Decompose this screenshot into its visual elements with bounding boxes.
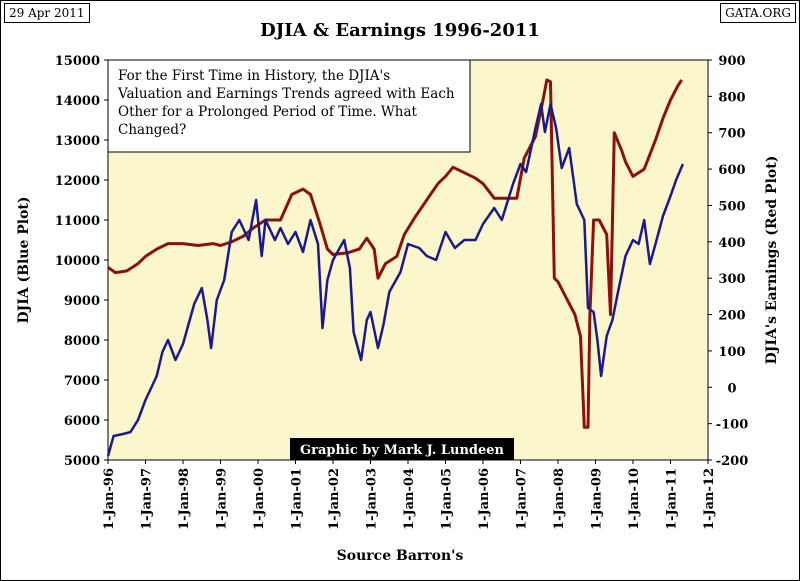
y-right-tick-label: 600 [718,163,745,178]
y-left-tick-label: 9000 [64,294,100,309]
x-tick-label: 1-Jan-09 [590,468,605,530]
y-axis-left-label: DJIA (Blue Plot) [16,196,32,323]
y-right-tick-label: 0 [727,381,736,396]
x-tick-label: 1-Jan-11 [665,468,680,530]
y-left-tick-label: 6000 [64,414,100,429]
axis-ticks: 5000600070008000900010000110001200013000… [55,54,749,530]
annotation-line: Valuation and Earnings Trends agreed wit… [117,86,455,102]
djia-series [106,102,685,457]
y-left-tick-label: 10000 [55,254,100,269]
y-left-tick-label: 8000 [64,334,100,349]
x-tick-label: 1-Jan-05 [440,468,455,530]
x-tick-label: 1-Jan-96 [102,468,117,530]
x-tick-label: 1-Jan-97 [140,468,155,530]
x-tick-label: 1-Jan-02 [327,468,342,530]
y-left-tick-label: 11000 [55,214,100,229]
x-tick-label: 1-Jan-06 [477,468,492,530]
annotation-box [107,59,471,153]
annotation-line: For the First Time in History, the DJIA'… [118,68,390,84]
source-tag: GATA.ORG [720,3,796,23]
y-axis-right-label: DJIA's Earnings (Red Plot) [764,156,780,365]
y-right-tick-label: 900 [718,54,745,69]
x-tick-label: 1-Jan-04 [402,468,417,530]
y-right-tick-label: -100 [716,418,749,433]
x-tick-label: 1-Jan-98 [177,468,192,530]
chart-title: DJIA & Earnings 1996-2011 [260,20,540,41]
x-tick-label: 1-Jan-12 [702,468,717,530]
djia-line [106,102,685,457]
credit-text: Graphic by Mark J. Lundeen [300,443,505,458]
annotation-line: Changed? [118,122,186,138]
y-right-tick-label: 100 [718,345,745,360]
earnings-line [107,78,683,429]
y-left-tick-label: 5000 [64,454,100,469]
y-right-tick-label: 400 [718,236,745,251]
x-tick-label: 1-Jan-00 [252,468,267,530]
y-left-tick-label: 15000 [55,54,100,69]
y-right-tick-label: 200 [718,309,745,324]
x-tick-label: 1-Jan-03 [365,468,380,530]
annotation-line: Other for a Prolonged Period of Time. Wh… [118,104,418,120]
x-tick-label: 1-Jan-10 [627,468,642,530]
earnings-series [107,78,683,429]
y-left-tick-label: 7000 [64,374,100,389]
y-right-tick-label: 800 [718,90,745,105]
x-tick-label: 1-Jan-08 [552,468,567,530]
x-tick-label: 1-Jan-07 [515,468,530,530]
y-left-tick-label: 12000 [55,174,100,189]
y-left-tick-label: 13000 [55,134,100,149]
credit-box [290,438,514,460]
y-right-tick-label: 500 [718,199,745,214]
x-tick-label: 1-Jan-01 [290,468,305,530]
y-right-tick-label: -200 [716,454,749,469]
date-stamp: 29 Apr 2011 [4,3,90,23]
x-tick-label: 1-Jan-99 [215,468,230,530]
y-left-tick-label: 14000 [55,94,100,109]
y-right-tick-label: 700 [718,127,745,142]
y-right-tick-label: 300 [718,272,745,287]
x-axis-label: Source Barron's [337,548,464,564]
annotation-text: For the First Time in History, the DJIA'… [117,68,455,138]
